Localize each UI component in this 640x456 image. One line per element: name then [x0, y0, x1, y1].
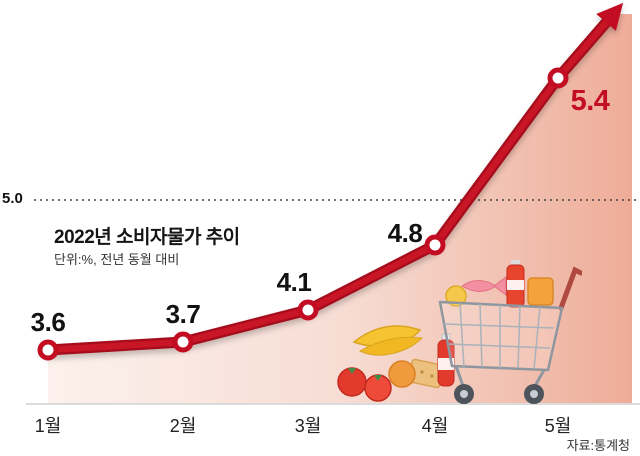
x-axis-label: 3월 [294, 416, 322, 436]
grocery-cart-illustration [337, 260, 582, 404]
shopping-cart-icon [438, 260, 582, 404]
milk-bottle-icon [506, 260, 525, 308]
cart-handle [558, 266, 582, 311]
x-axis-label: 4월 [421, 416, 449, 436]
data-point-marker [37, 339, 59, 361]
value-label: 4.1 [276, 267, 312, 297]
value-label: 5.4 [570, 85, 610, 117]
lemon-icon [445, 285, 467, 307]
value-label: 3.6 [30, 307, 66, 337]
cart-wheel-icon [454, 384, 474, 404]
cart-wheel-icon [524, 384, 544, 404]
data-point-marker [172, 331, 194, 353]
x-axis-label: 2월 [169, 416, 197, 436]
x-axis-label: 5월 [544, 416, 572, 436]
chart-subtitle: 단위:%, 전년 동월 대비 [54, 252, 180, 267]
data-point-marker [297, 299, 319, 321]
trend-arrow-icon [44, 2, 624, 354]
area-fill [48, 14, 632, 403]
orange-icon [388, 360, 416, 388]
bananas-icon [352, 325, 424, 356]
data-point-marker [547, 67, 569, 89]
value-label: 3.7 [165, 299, 201, 329]
value-label: 4.8 [387, 218, 423, 248]
fish-icon [461, 276, 507, 296]
grocery-pile [337, 325, 455, 402]
snack-pack-icon [527, 277, 554, 306]
source-credit: 자료:통계청 [566, 438, 630, 453]
data-point-marker [424, 234, 446, 256]
reference-line-label: 5.0 [2, 190, 23, 207]
tomatoes-icon [337, 367, 392, 402]
cracker-icon [407, 358, 445, 389]
x-axis-label: 1월 [34, 416, 62, 436]
chart-title: 2022년 소비자물가 추이 [54, 227, 240, 248]
